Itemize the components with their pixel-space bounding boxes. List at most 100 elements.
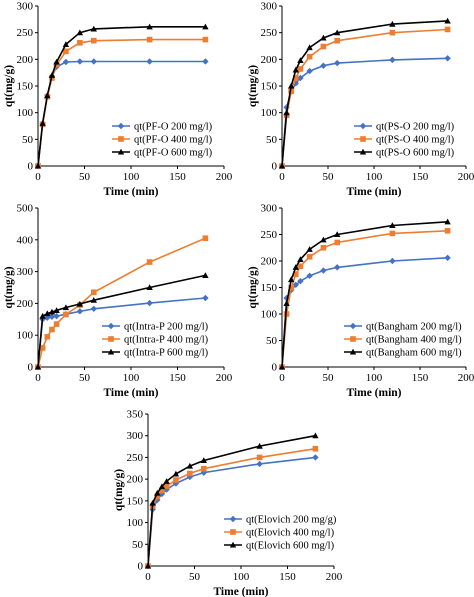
data-point xyxy=(444,55,451,62)
data-point xyxy=(154,493,161,500)
data-point xyxy=(293,271,299,278)
data-point xyxy=(90,58,97,65)
legend-label: qt(PS-O 200 mg/l) xyxy=(376,122,455,133)
x-tick-label: 50 xyxy=(323,372,335,384)
y-tick-label: 300 xyxy=(17,1,34,13)
data-point xyxy=(312,454,319,461)
data-point xyxy=(163,483,170,489)
data-point xyxy=(48,313,56,320)
data-point xyxy=(34,363,42,370)
data-point xyxy=(202,294,209,302)
data-point xyxy=(146,259,153,265)
x-tick-label: 0 xyxy=(279,372,285,384)
data-point xyxy=(306,253,313,260)
legend-marker xyxy=(350,336,356,342)
data-point xyxy=(149,499,156,506)
legend-label: qt(PF-O 600 mg/l) xyxy=(134,148,213,159)
data-point xyxy=(297,263,304,270)
y-tick-label: 300 xyxy=(261,1,278,13)
y-tick-label: 50 xyxy=(132,539,144,551)
data-point xyxy=(278,162,286,169)
legend-marker xyxy=(118,136,124,142)
legend-marker xyxy=(107,322,115,330)
y-tick-label: 250 xyxy=(17,27,34,39)
data-point xyxy=(144,562,152,569)
y-tick-label: 0 xyxy=(272,362,278,374)
legend-label: qt(PF-O 400 mg/l) xyxy=(134,135,213,146)
x-tick-label: 100 xyxy=(366,171,383,183)
legend-label: qt(Elovich 400 mg/l) xyxy=(246,528,335,539)
y-tick-label: 100 xyxy=(261,309,278,321)
x-tick-label: 0 xyxy=(145,571,151,583)
data-point xyxy=(306,67,313,75)
data-point xyxy=(389,20,396,27)
data-point xyxy=(172,470,180,477)
legend-marker xyxy=(360,136,366,142)
data-point xyxy=(62,41,70,47)
x-tick-label: 200 xyxy=(458,372,474,384)
x-tick-label: 200 xyxy=(216,372,233,384)
y-tick-label: 200 xyxy=(127,474,144,486)
y-tick-label: 0 xyxy=(272,161,278,173)
x-tick-label: 150 xyxy=(169,171,186,183)
legend-label: qt(Elovich 600 mg/l) xyxy=(246,541,335,552)
data-point xyxy=(154,489,161,496)
series-line xyxy=(37,237,206,368)
data-point xyxy=(334,29,341,36)
legend-label: qt(Intra-P 400 mg/l) xyxy=(124,335,209,346)
y-axis-label: qt(mg/g) xyxy=(247,65,259,107)
data-point xyxy=(146,58,153,65)
data-point xyxy=(256,454,263,461)
data-point xyxy=(334,59,341,67)
data-point xyxy=(389,29,396,36)
data-point xyxy=(444,17,451,24)
data-point xyxy=(62,58,70,66)
data-point xyxy=(91,289,97,296)
data-point xyxy=(283,109,290,116)
legend-label: qt(Elovich 200 mg/g) xyxy=(246,515,337,526)
legend-label: qt(Bangham 400 mg/l) xyxy=(366,335,462,346)
x-tick-label: 50 xyxy=(189,571,201,583)
y-tick-label: 0 xyxy=(138,561,144,573)
chart-panel-4: 0 50 100 150 200 250 300 0 50 100 150 200 Time (min)… xyxy=(247,203,474,400)
data-point xyxy=(77,40,83,46)
data-point xyxy=(202,23,209,30)
data-point xyxy=(39,312,46,319)
x-tick-label: 150 xyxy=(412,171,429,183)
chart-panel-5: 0 50 100 150 200 250 300 350 0 50 100 150 200 Time (m… xyxy=(113,409,343,597)
data-point xyxy=(63,311,69,318)
legend-label: qt(Bangham 600 mg/l) xyxy=(366,348,462,359)
data-point xyxy=(76,300,84,307)
data-point xyxy=(44,92,51,99)
chart-panel-2: 0 50 100 150 200 250 300 0 50 100 150 200 Time (min)… xyxy=(247,1,474,199)
data-point xyxy=(334,37,340,44)
y-tick-label: 150 xyxy=(261,81,278,93)
data-point xyxy=(39,345,46,351)
data-point xyxy=(297,277,304,285)
data-point xyxy=(288,284,294,291)
y-tick-label: 200 xyxy=(261,256,278,268)
data-point xyxy=(202,235,209,242)
y-axis-label: qt(mg/g) xyxy=(247,266,259,308)
data-point xyxy=(444,26,451,33)
legend-marker xyxy=(349,322,357,330)
x-tick-label: 200 xyxy=(216,171,233,183)
data-point xyxy=(292,281,299,289)
series-line xyxy=(147,434,316,567)
y-axis-label: qt(mg/g) xyxy=(3,65,15,107)
data-point xyxy=(288,276,295,283)
y-tick-label: 500 xyxy=(17,203,34,215)
data-point xyxy=(53,321,60,327)
data-point xyxy=(90,305,97,313)
data-point xyxy=(320,62,327,69)
x-tick-label: 100 xyxy=(233,571,250,583)
data-point xyxy=(186,462,194,469)
data-point xyxy=(288,82,295,89)
data-point xyxy=(146,36,153,43)
data-point xyxy=(283,300,290,306)
data-point xyxy=(320,236,327,243)
data-point xyxy=(158,483,166,490)
y-tick-label: 400 xyxy=(17,234,34,246)
data-point xyxy=(49,326,55,333)
data-point xyxy=(312,432,319,439)
